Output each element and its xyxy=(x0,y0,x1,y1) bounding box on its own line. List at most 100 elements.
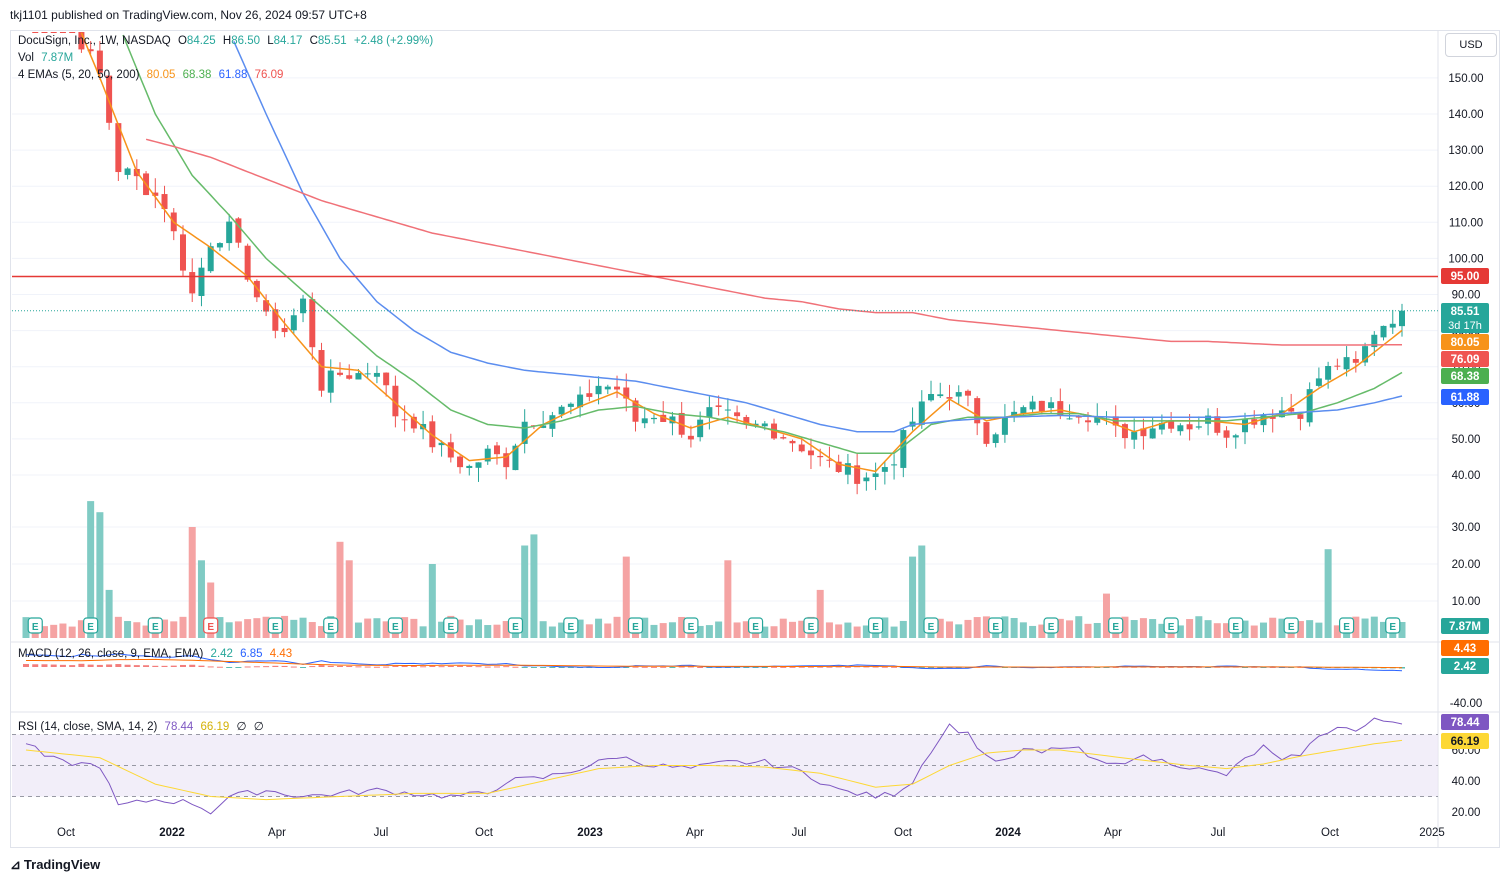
price-tick-label: 120.00 xyxy=(1448,181,1483,193)
volume-bar xyxy=(945,621,953,638)
volume-legend[interactable]: Vol 7.87M xyxy=(18,52,77,64)
rsi-legend[interactable]: RSI (14, close, SMA, 14, 2) 78.44 66.19 … xyxy=(18,719,268,733)
candle-body xyxy=(1011,411,1018,418)
macd-histogram-bar xyxy=(115,664,122,667)
macd-histogram-bar xyxy=(392,665,399,667)
price-tick-label: 100.00 xyxy=(1448,253,1483,265)
volume-bar xyxy=(659,623,667,638)
macd-histogram-bar xyxy=(632,666,639,668)
chart-frame xyxy=(10,30,1500,848)
candle-body xyxy=(1380,325,1387,338)
symbol-legend[interactable]: DocuSign, Inc., 1W, NASDAQ O84.25 H86.50… xyxy=(18,35,437,47)
volume-bar xyxy=(493,624,501,638)
volume-bar xyxy=(1259,622,1267,638)
volume-bar xyxy=(1176,625,1184,638)
earnings-marker-label: E xyxy=(752,622,759,633)
currency-button[interactable]: USD xyxy=(1445,33,1497,57)
price-tick-label: 50.00 xyxy=(1452,434,1481,446)
macd-histogram-bar xyxy=(780,666,787,668)
low-value: L84.17 xyxy=(267,35,303,47)
candle-body xyxy=(918,401,925,425)
macd-histogram-bar xyxy=(503,666,510,668)
candle-body xyxy=(844,463,851,475)
candle-body xyxy=(891,464,898,466)
ema-legend[interactable]: 4 EMAs (5, 20, 50, 200) 80.05 68.38 61.8… xyxy=(18,69,287,81)
candle-body xyxy=(595,385,602,395)
candle-body xyxy=(1140,428,1147,437)
candle-body xyxy=(457,456,464,468)
volume-bar xyxy=(428,564,436,638)
macd-histogram-bar xyxy=(817,666,824,668)
volume-bar xyxy=(318,626,326,638)
macd-histogram-bar xyxy=(558,667,565,668)
rsi-line xyxy=(25,717,1403,815)
volume-bar xyxy=(770,626,778,638)
macd-hist-badge: 2.42 xyxy=(1454,661,1476,673)
macd-histogram-bar xyxy=(309,666,316,668)
candle-body xyxy=(1029,401,1036,410)
macd-histogram-bar xyxy=(78,663,85,667)
candle-body xyxy=(216,243,223,248)
candle-body xyxy=(1260,415,1267,426)
volume-bar xyxy=(142,625,150,638)
volume-badge-bg xyxy=(1441,618,1489,634)
candle-body xyxy=(364,373,371,375)
volume-bar xyxy=(678,616,686,638)
candle-body xyxy=(706,407,713,418)
earnings-marker-label: E xyxy=(928,622,935,633)
macd-histogram-bar xyxy=(706,667,713,668)
macd-histogram-bar xyxy=(734,667,741,668)
volume-bar xyxy=(825,622,833,638)
candle-body xyxy=(928,394,935,401)
candle-body xyxy=(1205,415,1212,424)
macd-histogram-bar xyxy=(697,666,704,668)
candle-body xyxy=(189,272,196,294)
earnings-marker xyxy=(27,617,43,634)
volume-bar xyxy=(438,621,446,638)
candle-body xyxy=(447,442,454,458)
earnings-marker xyxy=(323,617,339,634)
macd-histogram-bar xyxy=(475,666,482,668)
time-tick-label: Apr xyxy=(686,827,704,839)
open-value: O84.25 xyxy=(177,35,216,47)
volume-bar xyxy=(410,618,418,638)
candle-body xyxy=(974,398,981,424)
earnings-marker xyxy=(203,617,219,634)
rsi-label: RSI (14, close, SMA, 14, 2) xyxy=(18,721,158,733)
macd-histogram-bar xyxy=(521,667,528,668)
candle-body xyxy=(32,32,39,33)
volume-bar xyxy=(1306,620,1314,638)
rsi-extra-2: ∅ xyxy=(253,721,264,733)
macd-histogram-bar xyxy=(59,664,66,667)
candle-body xyxy=(614,386,621,390)
macd-histogram-bar xyxy=(807,666,814,668)
volume-tick-label: 10.00 xyxy=(1452,596,1481,608)
candle-body xyxy=(863,477,870,482)
volume-bar xyxy=(1102,593,1110,638)
price-tick-label: 40.00 xyxy=(1452,470,1481,482)
macd-histogram-bar xyxy=(660,666,667,668)
candle-body xyxy=(798,444,805,452)
candle-body xyxy=(152,192,159,196)
macd-histogram-bar xyxy=(143,665,150,667)
price-axis: 40.0050.0060.0070.0080.0090.00100.00110.… xyxy=(1448,73,1483,819)
candle-body xyxy=(106,75,113,123)
candle-body xyxy=(493,445,500,455)
volume-bar xyxy=(1296,621,1304,638)
volume-bar xyxy=(1398,622,1406,638)
candle-body xyxy=(1066,418,1073,420)
price-tick-label: 110.00 xyxy=(1449,217,1483,229)
volume-bar xyxy=(1066,620,1074,638)
candle-body xyxy=(872,473,879,477)
macd-histogram-bar xyxy=(300,667,307,668)
candle-body xyxy=(383,372,390,386)
macd-histogram-bar xyxy=(216,666,223,668)
price-badge: 61.88 xyxy=(1451,392,1480,404)
macd-legend[interactable]: MACD (12, 26, close, 9, EMA, EMA) 2.42 6… xyxy=(18,648,296,660)
earnings-marker xyxy=(507,617,524,634)
candle-body xyxy=(1315,378,1322,386)
volume-bar xyxy=(1223,623,1231,638)
candle-body xyxy=(1242,418,1249,433)
